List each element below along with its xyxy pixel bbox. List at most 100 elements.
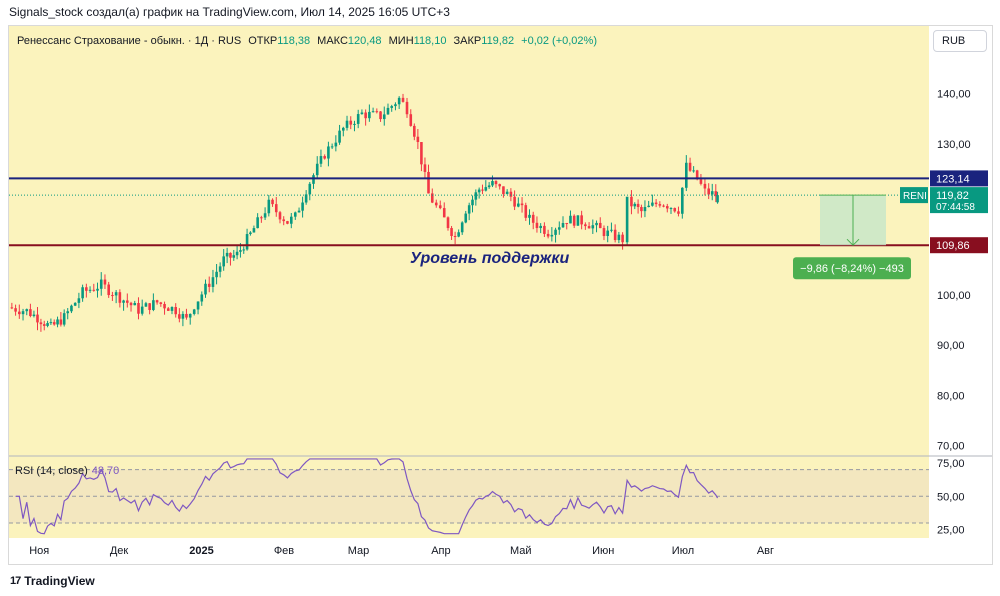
candle-body (630, 196, 633, 207)
candle-body (312, 175, 315, 184)
support-price-tag (930, 237, 988, 254)
candle-body (222, 256, 225, 267)
candle-body (464, 213, 468, 223)
rsi-legend[interactable]: RSI (14, close) 48,70 (15, 465, 119, 477)
candle-body (185, 313, 188, 318)
countdown-label: 07:44:58 (936, 202, 975, 213)
ticker-tag (900, 187, 928, 204)
candle-body (207, 283, 211, 287)
candle-body (457, 232, 460, 237)
candle-body (235, 251, 239, 256)
open-value: 118,38 (277, 35, 311, 47)
candle-body (382, 114, 386, 120)
candle-body (21, 311, 25, 315)
candle-body (29, 309, 32, 317)
candle-body (282, 219, 286, 222)
candle-body (77, 298, 81, 303)
candle-body (401, 97, 405, 102)
candle-body (531, 214, 535, 223)
rsi-axis-tick: 50,00 (937, 491, 965, 503)
candle-body (163, 303, 166, 309)
candle-body (159, 302, 163, 304)
candle-body (710, 191, 714, 195)
candle-body (297, 210, 301, 213)
candle-body (32, 314, 36, 317)
candle-body (669, 208, 673, 210)
currency-button[interactable]: RUB (933, 30, 987, 52)
close-value: 119,82 (481, 35, 515, 47)
candle-body (178, 314, 181, 319)
candle-body (509, 191, 513, 197)
candle-body (654, 202, 658, 205)
candle-body (467, 205, 471, 214)
candle-body (416, 136, 420, 143)
candle-body (413, 125, 416, 137)
measure-arrow-head (846, 238, 860, 246)
candle-body (73, 302, 77, 306)
candle-body (520, 203, 524, 206)
candle-body (242, 249, 246, 251)
candle-body (218, 266, 222, 272)
chart-frame (8, 25, 993, 565)
candle-body (405, 101, 409, 115)
candle-body (695, 170, 699, 180)
candle-body (107, 284, 110, 296)
candle-body (345, 120, 349, 128)
candle-body (118, 292, 122, 303)
candle-body (591, 225, 595, 229)
time-axis-tick: Июл (672, 545, 694, 557)
candle-body (546, 233, 550, 237)
candle-body (249, 232, 252, 235)
candle-body (170, 307, 174, 311)
candle-body (681, 187, 684, 214)
candle-body (144, 303, 148, 307)
symbol-legend[interactable]: Ренессанс Страхование - обыкн. · 1Д · RU… (17, 35, 597, 47)
candle-body (46, 323, 49, 326)
chart-background (9, 26, 929, 538)
candle-body (18, 311, 21, 315)
candle-body (200, 294, 204, 302)
candle-body (274, 204, 278, 213)
candle-body (569, 215, 572, 224)
candle-body (423, 164, 427, 172)
low-value: 118,10 (413, 35, 447, 47)
candle-body (286, 221, 289, 224)
candle-body (10, 307, 14, 309)
candle-body (390, 106, 394, 108)
candle-body (232, 255, 236, 258)
candle-body (606, 230, 610, 237)
candle-body (640, 207, 643, 212)
candle-body (225, 252, 229, 257)
candle-body (137, 302, 140, 314)
candle-body (494, 181, 498, 185)
candle-body (685, 162, 688, 188)
candle-body (576, 215, 580, 226)
candle-body (267, 199, 271, 214)
tradingview-watermark[interactable]: 17 TradingView (10, 574, 95, 588)
candle-body (211, 277, 215, 287)
time-axis-tick: 2025 (189, 545, 213, 557)
candle-body (692, 170, 695, 172)
candle-body (602, 228, 606, 237)
candle-body (166, 308, 170, 311)
candle-body (502, 186, 505, 195)
candle-body (122, 300, 125, 303)
candle-body (349, 120, 353, 125)
candle-body (289, 216, 293, 224)
candle-body (129, 302, 133, 306)
chart-caption: Signals_stock создал(а) график на Tradin… (9, 5, 450, 19)
candle-body (379, 111, 382, 120)
support-level-text: Уровень поддержки (410, 250, 569, 267)
candle-body (92, 289, 96, 291)
candle-body (323, 156, 326, 159)
candle-body (430, 193, 434, 203)
candle-body (192, 309, 196, 314)
candle-body (174, 307, 178, 315)
candle-body (99, 279, 103, 289)
candle-body (155, 300, 159, 303)
candle-body (252, 228, 256, 233)
price-axis-tick: 80,00 (937, 390, 965, 402)
close-label: ЗАКР (453, 35, 482, 47)
candle-body (565, 223, 569, 225)
